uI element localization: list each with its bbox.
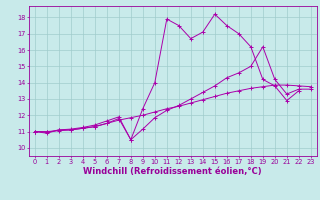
X-axis label: Windchill (Refroidissement éolien,°C): Windchill (Refroidissement éolien,°C) — [84, 167, 262, 176]
